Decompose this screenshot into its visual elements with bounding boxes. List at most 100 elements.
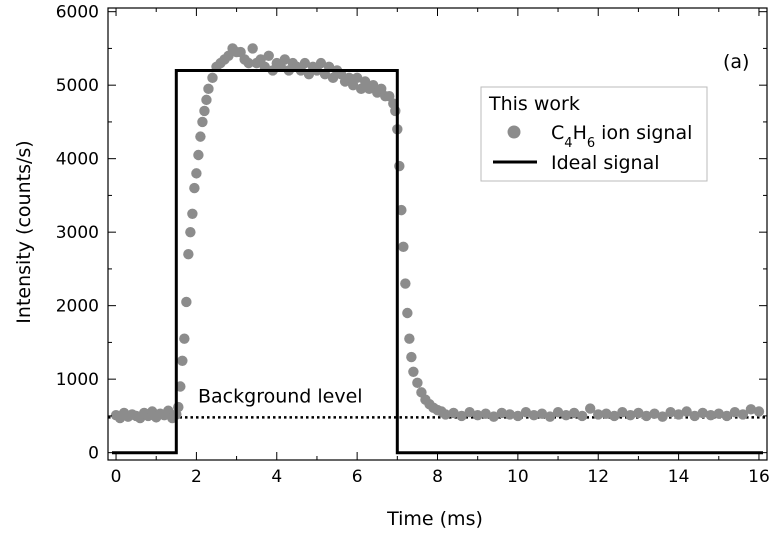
ion-signal-point [745,404,757,415]
x-tick-label: 6 [352,467,363,487]
y-tick-label: 2000 [56,297,99,317]
y-tick-label: 3000 [56,223,99,243]
ion-signal-point [609,410,620,422]
x-tick-label: 0 [111,467,122,487]
ion-signal-point [560,409,572,421]
ion-signal-point [263,50,274,61]
ion-signal-point [617,407,628,418]
ion-signal-point [520,407,532,418]
ion-signal-point [408,366,419,378]
background-level-label: Background level [198,385,363,407]
legend-label-ion-signal: C4H6 ion signal [551,122,692,151]
axes: 0 2 4 6 8 10 12 14 16 0 1000 2000 3000 4000 5000 6000 [56,3,770,487]
ion-signal-point [737,409,749,420]
ion-signal-point [649,408,660,419]
x-axis-title: Time (ms) [386,508,483,530]
x-tick-label: 8 [432,467,443,487]
ideal-signal-line [112,69,763,455]
ion-signal-point [243,57,254,69]
ion-signal-point [440,409,451,420]
ion-signal-point [488,411,499,422]
ion-signal-point [398,241,409,253]
ion-signal-point [633,407,644,419]
ion-signal-point [279,54,291,65]
ion-signal-point [406,351,417,363]
ion-signal-point [199,105,210,117]
ion-signal-point [351,72,363,84]
ion-signal-point [187,208,198,219]
x-tick-label: 16 [748,467,770,487]
ion-signal-point [177,355,188,366]
ion-signal-point [721,410,733,422]
ion-signal-point [697,407,708,419]
ion-signal-point [448,407,459,419]
ion-signal-point [203,83,214,95]
ion-signal-point [512,410,524,422]
ion-signal-point [568,407,580,419]
ion-signal-point [402,307,413,319]
ion-signal-point [472,409,483,421]
legend-title: This work [488,93,580,115]
ion-signal-point [576,410,588,422]
ion-signal-point [657,411,668,422]
ion-signal-point [625,409,636,421]
ion-signal-point [705,409,716,421]
ion-signal-point [528,409,540,421]
x-tick-label: 10 [507,467,529,487]
ion-signal-point [181,296,192,308]
ion-signal-point [713,408,724,419]
y-tick-label: 1000 [56,370,99,390]
panel-label: (a) [723,51,749,73]
ion-signal-point [394,160,405,172]
legend-label-ideal-signal: Ideal signal [551,152,660,174]
ion-signal-point [480,408,491,419]
ion-signal-point [601,408,612,419]
ion-signal-point [665,407,676,418]
ion-signal-point [544,411,556,422]
ion-signal-point [552,407,564,418]
ion-signal-point [183,249,194,260]
ion-signal-point [404,333,415,344]
ion-signal-point [315,57,327,69]
y-tick-label: 0 [88,444,99,464]
ion-signal-point [729,407,741,418]
ion-signal-point [247,43,258,54]
ion-signal-point [197,116,208,128]
ion-signal-point [179,333,190,344]
ion-signal-point [400,278,411,289]
ion-signal-point [673,409,684,420]
ion-signal-point [191,168,202,179]
ion-signal-point [207,72,218,84]
chart-marks: Background level [108,43,767,455]
ion-signal-point [753,406,765,417]
ion-signal-point [201,94,212,106]
ion-signal-point [689,410,700,422]
ion-signal-point [189,182,200,194]
ion-signal-point [536,408,548,419]
ion-signal-point [681,406,692,417]
x-tick-label: 4 [271,467,282,487]
y-tick-label: 4000 [56,150,99,170]
ion-signal-point [496,407,507,419]
ion-signal-point [299,57,311,69]
ion-signal-point [173,401,184,413]
ion-signal-point [390,105,401,117]
ion-signal-point [584,403,596,414]
x-tick-label: 2 [191,467,202,487]
ion-signal-point [193,149,204,161]
ion-signal-point [464,407,475,418]
ion-signal-point [456,410,467,422]
x-tick-label: 14 [668,467,690,487]
legend-marker-circle [507,125,521,139]
ion-signal-point [195,131,206,142]
ion-signal-point [504,409,516,420]
ion-signal-point [641,410,652,422]
y-tick-label: 5000 [56,76,99,96]
y-tick-label: 6000 [56,3,99,23]
x-tick-label: 12 [587,467,609,487]
ion-signal-point [412,377,423,389]
ion-signal-point [185,226,196,238]
ion-signal-point [593,409,604,420]
